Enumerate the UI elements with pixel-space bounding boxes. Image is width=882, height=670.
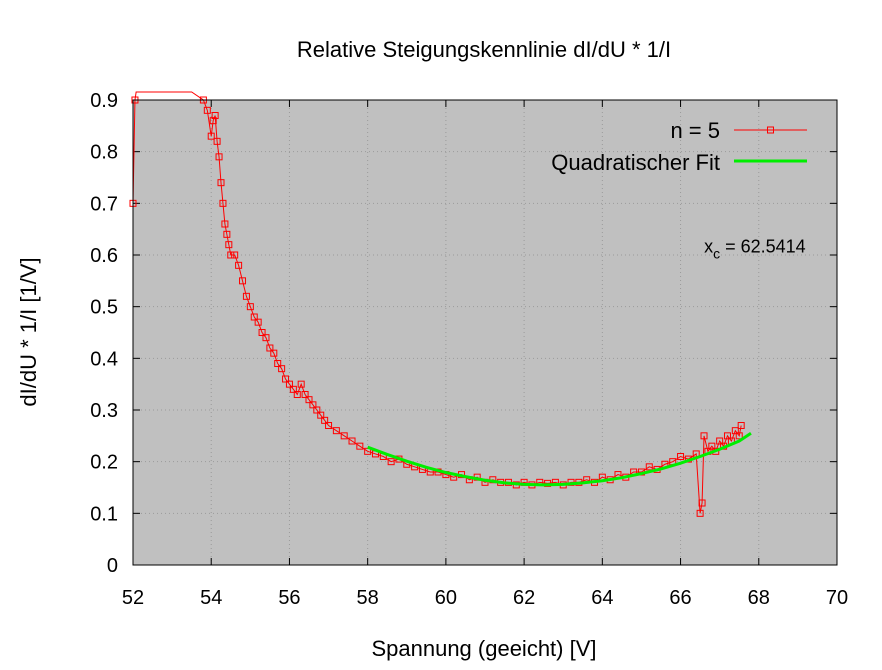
grid xyxy=(133,100,837,565)
x-tick-label: 60 xyxy=(435,587,457,609)
data-point xyxy=(325,422,333,429)
data-point xyxy=(737,422,745,429)
legend: n = 5 Quadratischer Fit xyxy=(551,118,807,175)
data-point xyxy=(309,401,317,409)
y-tick-label: 0.1 xyxy=(90,503,118,525)
x-axis-label: Spannung (geeicht) [V] xyxy=(371,636,596,661)
data-point xyxy=(645,463,653,471)
x-tick-label: 66 xyxy=(669,587,691,609)
data-point xyxy=(207,132,215,140)
data-point xyxy=(321,416,329,424)
data-point xyxy=(223,230,231,238)
data-point xyxy=(677,453,685,460)
data-point xyxy=(209,117,217,125)
data-point xyxy=(285,380,293,388)
data-point xyxy=(348,437,356,445)
plot-area xyxy=(133,100,837,565)
fit-series xyxy=(367,431,752,487)
legend-marker-data xyxy=(767,126,774,134)
y-tick-label: 0.6 xyxy=(90,245,118,267)
data-point xyxy=(250,313,258,321)
legend-label-data: n = 5 xyxy=(670,118,720,143)
x-tick-label: 68 xyxy=(748,587,770,609)
data-point xyxy=(239,277,247,285)
data-point xyxy=(708,442,716,450)
x-tick-label: 56 xyxy=(278,587,300,609)
data-point xyxy=(211,112,219,119)
x-tick-label: 54 xyxy=(200,587,222,609)
y-tick-label: 0.8 xyxy=(90,142,118,164)
data-point xyxy=(340,432,348,440)
data-point xyxy=(242,292,250,300)
data-point xyxy=(716,437,724,445)
y-tick-label: 0.5 xyxy=(90,297,118,319)
data-point xyxy=(254,318,262,326)
data-point xyxy=(246,303,254,311)
plot-frame xyxy=(132,99,838,566)
data-point xyxy=(219,199,227,207)
data-point xyxy=(297,380,305,388)
data-point xyxy=(317,411,325,419)
y-tick-label: 0.9 xyxy=(90,90,118,112)
data-point xyxy=(274,360,282,367)
x-tick-label: 58 xyxy=(357,587,379,609)
xc-annotation: xc = 62.5414 xyxy=(704,236,806,261)
data-point xyxy=(305,396,313,404)
legend-label-fit: Quadratischer Fit xyxy=(551,150,720,175)
y-axis-label: dI/dU * 1/I [1/V] xyxy=(16,257,41,406)
data-point xyxy=(266,344,274,352)
data-point xyxy=(700,432,708,440)
data-point xyxy=(293,391,301,398)
data-point xyxy=(313,406,321,414)
data-point xyxy=(215,153,223,161)
y-tick-label: 0.7 xyxy=(90,193,118,215)
data-point xyxy=(203,106,211,114)
data-point xyxy=(696,509,704,517)
data-point xyxy=(698,499,706,507)
data-point xyxy=(332,427,340,435)
data-point xyxy=(213,137,221,145)
data-point xyxy=(225,241,233,249)
y-tick-label: 0 xyxy=(107,555,118,577)
data-point xyxy=(387,458,395,466)
axis-ticks: 52 54 56 58 60 62 64 66 68 70 0 0.1 0.2 0.3 0.4 0.5 0.6 0… xyxy=(90,90,848,609)
xc-annotation-subscript: c xyxy=(713,245,720,261)
data-point xyxy=(282,375,290,383)
data-point xyxy=(356,442,364,450)
y-tick-label: 0.2 xyxy=(90,452,118,474)
xc-annotation-value: = 62.5414 xyxy=(720,236,806,256)
data-point xyxy=(723,432,731,440)
data-point xyxy=(235,261,243,269)
data-point xyxy=(289,385,297,393)
data-point xyxy=(258,329,266,336)
data-point xyxy=(262,334,270,342)
data-point xyxy=(278,365,286,373)
x-tick-label: 52 xyxy=(122,587,144,609)
y-tick-label: 0.4 xyxy=(90,348,118,370)
x-tick-label: 64 xyxy=(591,587,613,609)
y-tick-label: 0.3 xyxy=(90,400,118,422)
chart-title: Relative Steigungskennlinie dI/dU * 1/I xyxy=(297,37,671,62)
fit-line xyxy=(367,431,752,487)
data-point xyxy=(301,391,309,398)
x-tick-label: 70 xyxy=(826,587,848,609)
data-point xyxy=(227,251,235,259)
x-tick-label: 62 xyxy=(513,587,535,609)
data-point xyxy=(270,349,278,357)
data-point xyxy=(735,432,743,440)
data-point xyxy=(221,220,229,228)
data-point xyxy=(217,179,225,187)
xc-annotation-var: x xyxy=(704,236,713,256)
data-point xyxy=(731,427,739,435)
data-point xyxy=(231,251,239,259)
